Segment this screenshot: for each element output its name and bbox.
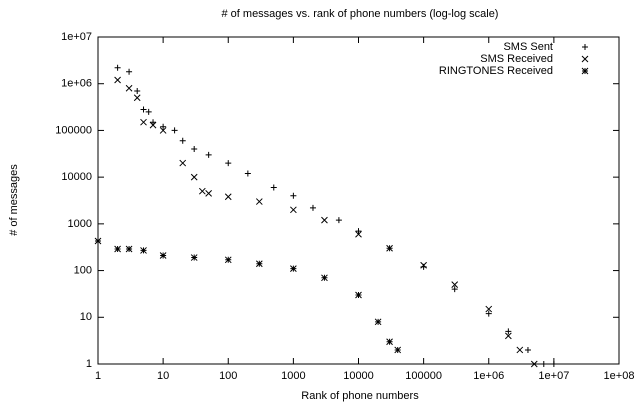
- data-point: [140, 106, 147, 113]
- data-point: [374, 318, 382, 326]
- y-tick-label: 100000: [55, 124, 92, 136]
- x-tick-label: 10: [157, 370, 169, 382]
- data-point: [451, 286, 458, 293]
- legend-marker: [581, 55, 589, 63]
- plot-border: [97, 36, 620, 365]
- data-point: [198, 187, 206, 195]
- data-point: [191, 146, 198, 153]
- legend-label: RINGTONES Received: [439, 65, 553, 77]
- data-point: [355, 228, 362, 235]
- data-point: [270, 184, 277, 191]
- data-point: [505, 328, 512, 335]
- data-point: [125, 245, 133, 253]
- y-tick-label: 10000: [61, 171, 92, 183]
- data-point: [290, 192, 297, 199]
- x-tick-label: 100000: [405, 370, 442, 382]
- y-tick-label: 1000: [68, 218, 92, 230]
- data-point: [485, 305, 493, 313]
- data-point: [255, 198, 263, 205]
- data-point: [205, 189, 212, 197]
- x-tick-label: 1: [95, 370, 101, 382]
- data-point: [171, 127, 178, 134]
- data-point: [321, 274, 328, 282]
- data-point: [114, 64, 121, 71]
- data-point: [205, 151, 212, 158]
- data-point: [550, 361, 557, 367]
- data-point: [145, 108, 152, 115]
- data-point: [179, 159, 187, 167]
- y-tick-label: 100: [74, 264, 92, 276]
- data-point: [114, 245, 121, 253]
- x-tick-label: 1e+06: [473, 370, 504, 382]
- data-point: [190, 173, 198, 181]
- data-point: [126, 68, 133, 75]
- data-point: [540, 361, 547, 367]
- data-point: [140, 118, 147, 126]
- data-point: [451, 281, 459, 288]
- data-point: [159, 127, 167, 134]
- x-tick-label: 1e+07: [538, 370, 569, 382]
- legend-label: SMS Sent: [503, 41, 553, 53]
- data-point: [386, 338, 393, 346]
- y-tick-label: 1e+07: [61, 31, 92, 43]
- data-point: [133, 94, 141, 102]
- data-point: [505, 332, 512, 340]
- data-point: [394, 346, 402, 354]
- data-point: [225, 160, 232, 167]
- data-point: [290, 206, 297, 214]
- legend-label: SMS Received: [480, 53, 553, 65]
- data-point: [255, 260, 263, 268]
- data-point: [530, 360, 538, 368]
- x-axis-label: Rank of phone numbers: [301, 390, 419, 402]
- data-point: [190, 254, 198, 261]
- data-point: [179, 137, 186, 144]
- x-tick-label: 1000: [281, 370, 305, 382]
- data-point: [224, 193, 232, 201]
- data-point: [355, 291, 362, 299]
- legend-marker: [581, 67, 589, 75]
- data-point: [516, 346, 524, 354]
- y-tick-label: 10: [80, 311, 92, 323]
- data-point: [149, 121, 157, 129]
- data-point: [309, 204, 316, 211]
- data-point: [386, 244, 393, 252]
- data-point: [355, 230, 362, 238]
- x-tick-label: 100: [219, 370, 237, 382]
- data-point: [125, 84, 133, 92]
- x-tick-label: 10000: [343, 370, 374, 382]
- data-point: [335, 217, 342, 224]
- legend-marker: [582, 44, 588, 50]
- data-point: [420, 261, 427, 269]
- data-point: [224, 256, 232, 264]
- x-tick-label: 1e+08: [604, 370, 635, 382]
- data-point: [94, 237, 102, 245]
- chart-title: # of messages vs. rank of phone numbers …: [222, 8, 499, 20]
- data-point: [134, 87, 141, 94]
- data-point: [524, 346, 531, 353]
- data-point: [159, 252, 167, 259]
- data-point: [290, 265, 297, 272]
- data-point: [244, 170, 251, 177]
- data-point: [150, 119, 157, 126]
- data-point: [114, 76, 121, 84]
- data-point: [140, 247, 147, 254]
- y-tick-label: 1: [86, 358, 92, 370]
- data-point: [160, 123, 167, 130]
- data-point: [321, 216, 328, 224]
- y-tick-label: 1e+06: [61, 78, 92, 90]
- y-axis-label: # of messages: [8, 164, 20, 236]
- data-point: [485, 310, 492, 317]
